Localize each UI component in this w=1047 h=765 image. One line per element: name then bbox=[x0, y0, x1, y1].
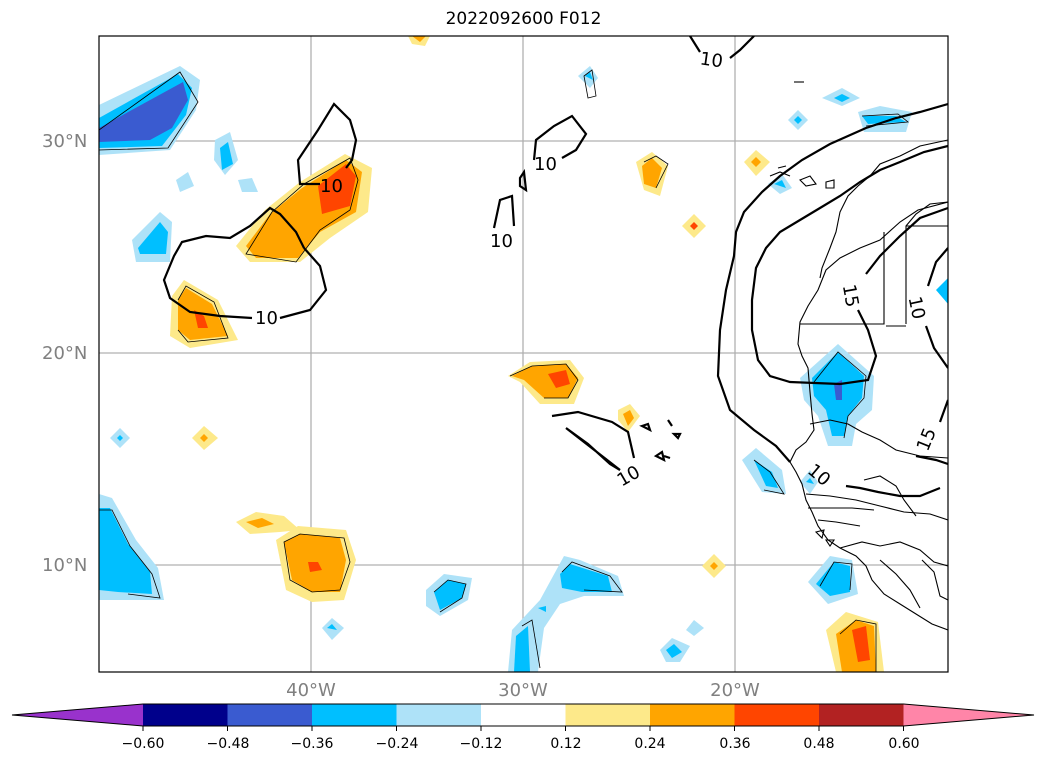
colorbar-tick-label: −0.60 bbox=[121, 736, 165, 752]
contour-label: 10 bbox=[255, 308, 278, 329]
colorbar-extend-low bbox=[12, 704, 143, 726]
contour-label: 10 bbox=[699, 48, 725, 72]
lon-tick-label: 20°W bbox=[710, 680, 760, 701]
colorbar-segment bbox=[227, 704, 313, 726]
colorbar-tick-label: 0.24 bbox=[634, 736, 666, 752]
colorbar-tick-label: −0.12 bbox=[459, 736, 503, 752]
colorbar-segment bbox=[396, 704, 482, 726]
coastline-africa bbox=[769, 81, 948, 631]
lon-tick-label: 30°W bbox=[498, 680, 548, 701]
colorbar-tick-label: −0.36 bbox=[290, 736, 334, 752]
colorbar-tick-label: 0.48 bbox=[803, 736, 835, 752]
colorbar-segment bbox=[819, 704, 904, 726]
colorbar-segment bbox=[481, 704, 566, 726]
colorbar-tick-label: −0.24 bbox=[375, 736, 419, 752]
shading-fields bbox=[99, 36, 948, 672]
lat-tick-label: 20°N bbox=[42, 343, 88, 364]
colorbar-tick-label: 0.36 bbox=[719, 736, 751, 752]
colorbar-extend-high bbox=[903, 704, 1034, 726]
colorbar-segment bbox=[734, 704, 820, 726]
colorbar bbox=[11, 703, 1035, 731]
contour-label: 10 bbox=[534, 154, 557, 175]
colorbar-tick-label: 0.60 bbox=[888, 736, 920, 752]
contours bbox=[162, 36, 948, 498]
contour-label: 10 bbox=[320, 176, 343, 197]
lat-tick-label: 30°N bbox=[42, 131, 88, 152]
contour-label: 15 bbox=[913, 425, 941, 454]
lat-tick-label: 10°N bbox=[42, 555, 88, 576]
contour-label: 10 bbox=[490, 231, 513, 252]
contour-label: 10 bbox=[614, 462, 644, 492]
shading-outlines bbox=[99, 69, 910, 672]
map-title: 2022092600 F012 bbox=[445, 9, 602, 29]
colorbar-segment bbox=[565, 704, 651, 726]
colorbar-segment bbox=[650, 704, 735, 726]
colorbar-segment bbox=[143, 704, 228, 726]
contour-label: 10 bbox=[904, 295, 929, 322]
colorbar-tick-label: −0.48 bbox=[206, 736, 250, 752]
colorbar-segment bbox=[312, 704, 397, 726]
map-frame bbox=[98, 35, 949, 673]
contour-label: 15 bbox=[838, 283, 863, 309]
lon-tick-label: 40°W bbox=[286, 680, 336, 701]
colorbar-tick-label: 0.12 bbox=[550, 736, 582, 752]
